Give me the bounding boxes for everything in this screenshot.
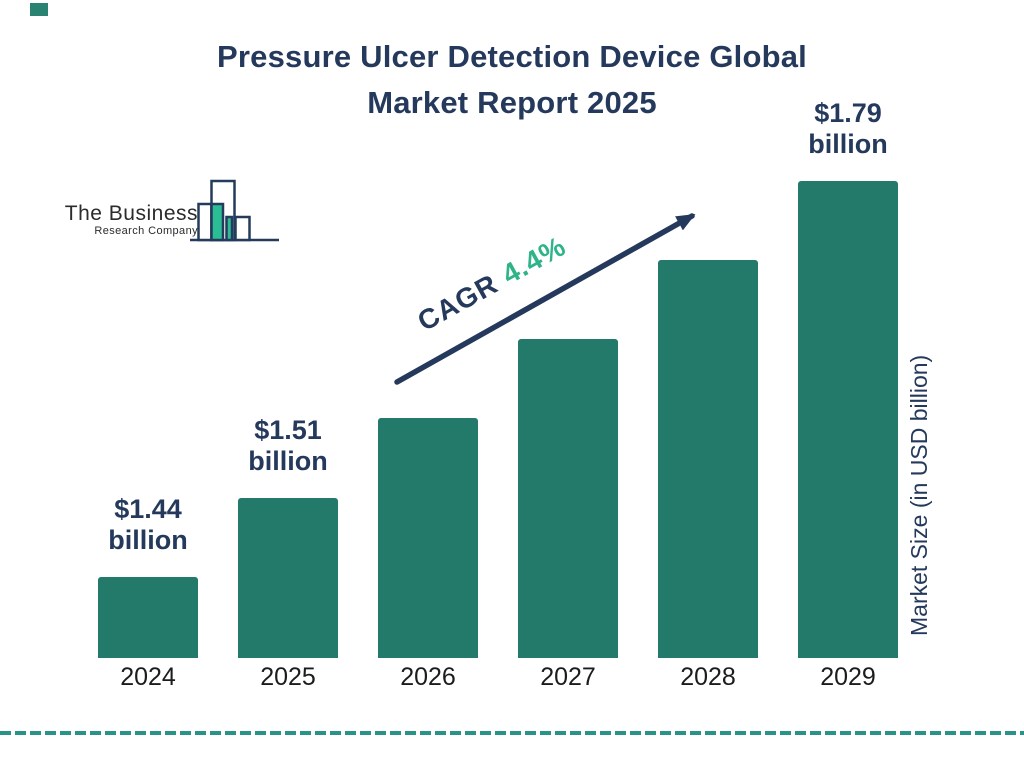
value-amount: $1.51 <box>254 415 322 445</box>
value-unit: billion <box>808 129 888 159</box>
company-subname: Research Company <box>94 225 198 237</box>
bar-2024 <box>98 577 198 658</box>
value-unit: billion <box>248 446 328 476</box>
year-label-2025: 2025 <box>260 663 316 691</box>
value-label-2025: $1.51 billion <box>208 415 368 477</box>
bar-2029 <box>798 181 898 658</box>
company-name: The Business <box>64 202 198 225</box>
page-title: Pressure Ulcer Detection Device Global M… <box>0 34 1024 126</box>
year-label-2028: 2028 <box>680 663 736 691</box>
value-amount: $1.79 <box>814 98 882 128</box>
year-label-2026: 2026 <box>400 663 456 691</box>
cagr-prefix: CAGR <box>412 267 504 337</box>
company-logo: The Business Research Company <box>62 176 292 250</box>
bottom-dashed-divider <box>0 731 1024 735</box>
corner-accent-square <box>30 3 48 16</box>
year-label-2029: 2029 <box>820 663 876 691</box>
y-axis-label: Market Size (in USD billion) <box>906 354 932 636</box>
year-label-2027: 2027 <box>540 663 596 691</box>
bar-2025 <box>238 498 338 658</box>
bar-2028 <box>658 260 758 658</box>
value-label-2024: $1.44 billion <box>68 494 228 556</box>
page-title-line1: Pressure Ulcer Detection Device Global <box>217 39 807 74</box>
bar-2027 <box>518 339 618 658</box>
value-unit: billion <box>108 525 188 555</box>
year-label-2024: 2024 <box>120 663 176 691</box>
value-label-2029: $1.79 billion <box>768 98 928 160</box>
cagr-value: 4.4% <box>496 230 572 291</box>
bar-2026 <box>378 418 478 658</box>
company-logo-text: The Business Research Company <box>62 202 198 237</box>
company-logo-icon <box>190 179 279 242</box>
value-amount: $1.44 <box>114 494 182 524</box>
page-title-line2: Market Report 2025 <box>367 85 657 120</box>
